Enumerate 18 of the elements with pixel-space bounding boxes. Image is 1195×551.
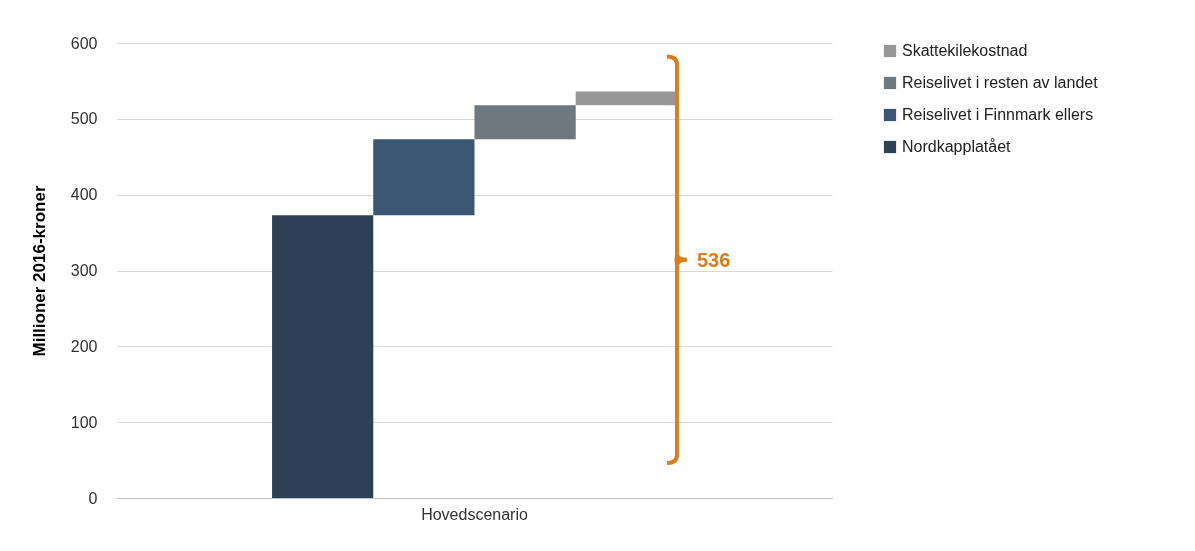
bar [373, 139, 475, 216]
y-tick-label: 600 [70, 34, 98, 52]
legend-label: Skattekilekostnad [902, 42, 1028, 59]
y-tick-label: 400 [70, 186, 98, 204]
bar [272, 215, 374, 498]
y-tick-label: 0 [88, 489, 98, 507]
y-tick-label: 500 [70, 110, 98, 128]
legend-label: Reiselivet i Finnmark ellers [902, 106, 1094, 123]
legend-label: Reiselivet i resten av landet [902, 74, 1099, 91]
annotation: 536 [696, 248, 731, 271]
y-tick-label: 300 [70, 262, 98, 279]
x-tick-label: Hovedscenario [421, 505, 528, 523]
y-tick-label: 200 [70, 337, 98, 355]
bar [474, 105, 576, 140]
y-tick-label: 100 [70, 413, 98, 431]
bar [575, 91, 677, 106]
legend-label: Nordkapplatået [902, 138, 1012, 155]
y-axis-title: Millioner 2016-kroner [29, 185, 49, 357]
